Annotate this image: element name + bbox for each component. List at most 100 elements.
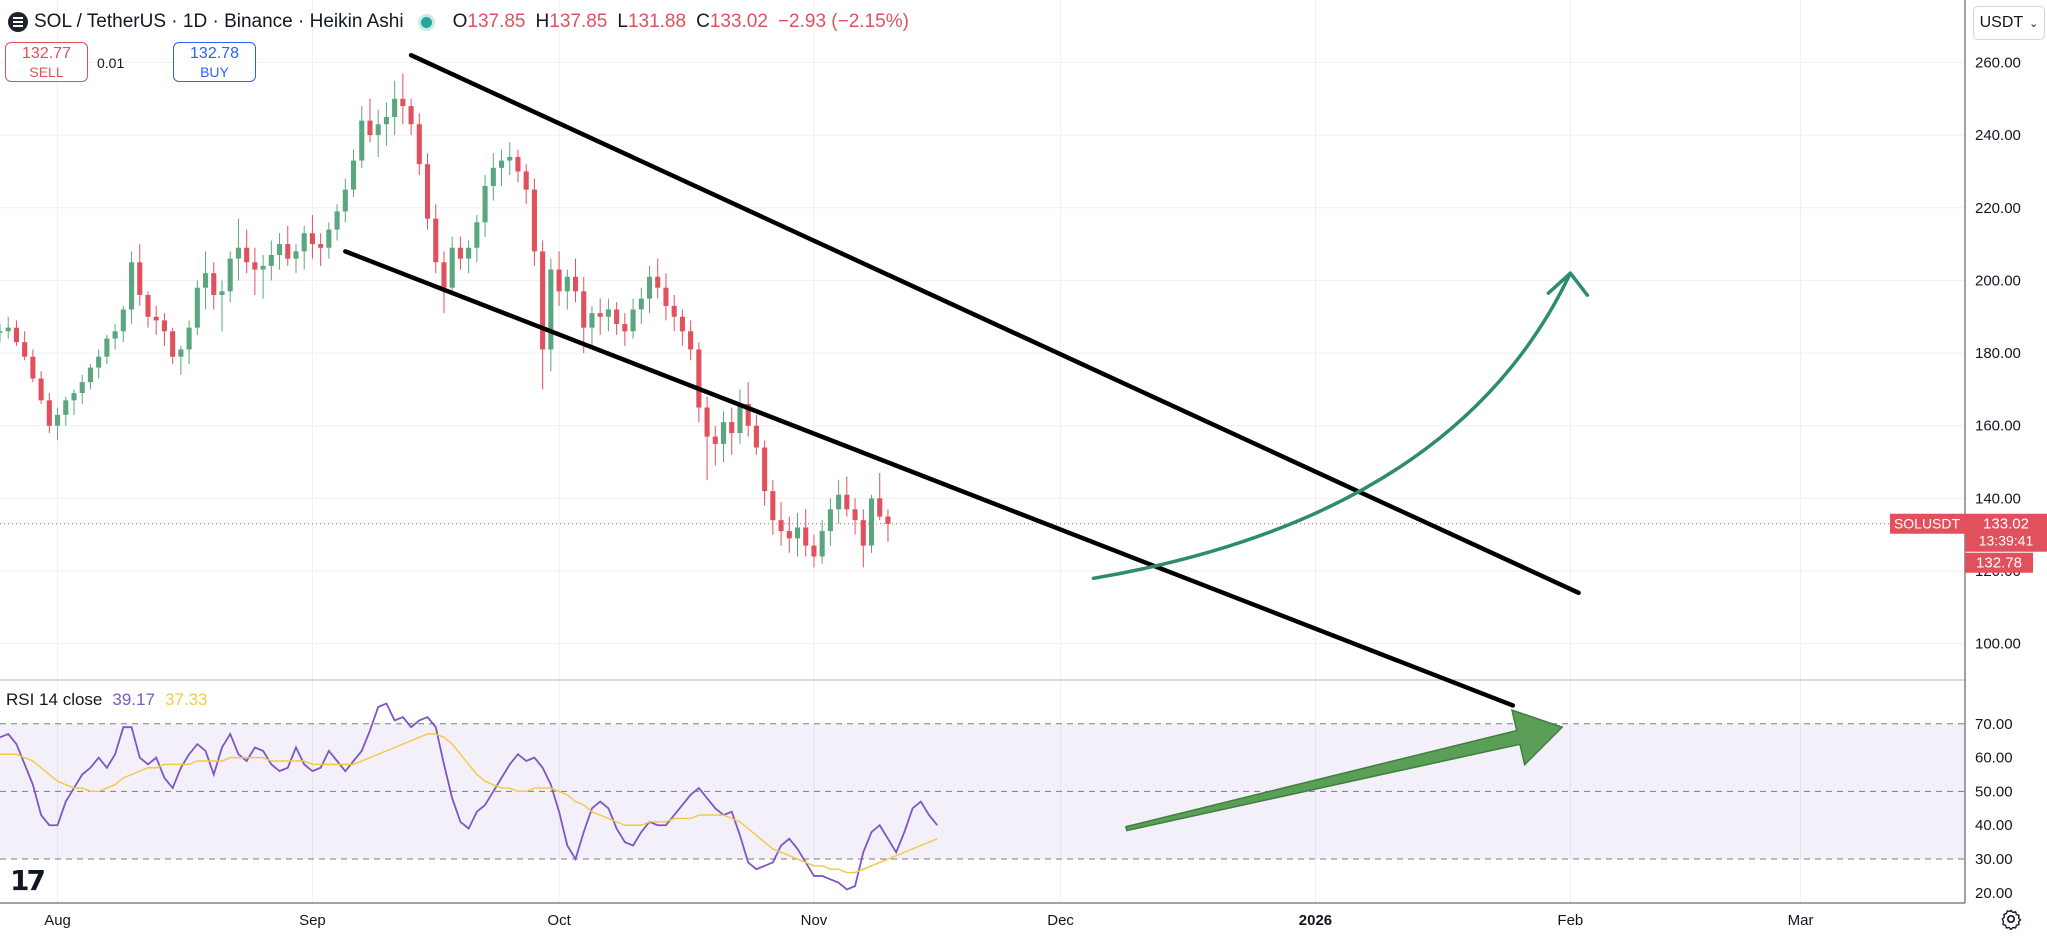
candle-body [227,258,233,292]
candle-body [556,269,562,292]
time-tick-label: Dec [1047,912,1074,929]
time-tick-label: Oct [547,912,571,929]
gear-icon[interactable] [2000,908,2022,930]
rsi-tick-label: 30.00 [1975,851,2013,868]
candle-body [38,378,44,401]
candle-body [153,316,159,321]
candle-body [244,247,250,263]
candle-body [531,189,537,252]
candle-body [523,171,529,190]
candle-body [128,262,135,310]
symbol-icon[interactable] [8,12,28,32]
candle-body [729,422,735,433]
candle-body [22,342,28,357]
candle-body [671,305,677,317]
candle-body [540,251,546,350]
sell-price: 132.77 [22,45,71,62]
symbol-title[interactable]: SOL / TetherUS · 1D · Binance · Heikin A… [34,11,404,32]
candle-body [548,269,554,350]
projection-arrow-head [1546,271,1590,297]
price-tick-label: 260.00 [1975,54,2021,71]
candle-body [71,393,77,401]
candle-body [318,244,324,248]
sell-button[interactable]: 132.77 SELL [5,42,88,82]
upper-trendline [408,52,1581,596]
candle-body [87,367,93,383]
rsi-label: RSI 14 close [6,690,103,709]
candle-body [202,273,209,288]
candle-body [507,156,513,161]
candle-body [194,287,200,328]
candle-body [293,251,299,259]
candle-body [786,531,792,539]
candle-body [400,98,406,107]
buy-button[interactable]: 132.78 BUY [173,42,256,82]
buy-price: 132.78 [190,45,239,62]
candle-body [778,520,784,532]
price-tick-label: 180.00 [1975,345,2021,362]
high-label: H [535,11,550,32]
price-tick-label: 160.00 [1975,418,2021,435]
candle-body [120,309,126,332]
ask-price-label: 132.78 [1976,555,2022,572]
candle-body [219,291,225,295]
candle-body [309,233,315,245]
candle-body [252,262,258,270]
rsi-line [0,702,938,891]
symbol-tag [1890,513,1965,534]
market-status-icon [417,13,435,31]
candle-body [515,156,521,172]
time-tick-label: Nov [801,912,828,929]
rsi-tick-label: 70.00 [1975,716,2013,733]
candle-body [762,447,768,492]
candle-body [79,382,85,394]
candle-body [737,403,743,433]
candle-body [860,520,866,546]
candle-body [605,309,611,317]
currency-label: USDT [1979,14,2024,31]
symbol-tag-label: SOLUSDT [1894,516,1961,532]
candle-body [433,218,439,263]
candle-body [844,494,850,510]
candle-body [268,255,274,266]
candle-body [868,498,875,546]
currency-selector[interactable]: USDT ⌄ [1973,6,2045,40]
rsi-value: 39.17 [112,690,155,709]
candle-body [441,262,447,288]
countdown-label: 13:39:41 [1979,533,2034,549]
change-value: −2.93 (−2.15%) [777,11,909,32]
candle-body [819,531,825,557]
candle-body [745,403,751,426]
tradingview-logo[interactable]: 17 [10,864,46,897]
candle-body [301,233,307,252]
candle-body [334,211,340,230]
candle-body [186,327,192,350]
candle-body [482,185,488,223]
candle-body [852,509,858,521]
candle-body [104,338,110,357]
candle-body [770,491,776,521]
price-tick-label: 100.00 [1975,636,2021,653]
candle-body [630,309,636,332]
spread-value: 0.01 [97,55,125,71]
candle-body [720,422,727,444]
candle-body [178,349,184,357]
rsi-tick-label: 60.00 [1975,750,2013,767]
candle-body [30,356,36,379]
candle-body [712,436,718,444]
lower-trendline [343,249,1516,708]
candle-body [55,414,61,426]
candle-body [811,545,817,557]
candle-body [589,313,595,328]
rsi-legend[interactable]: RSI 14 close 39.17 37.33 [6,690,207,710]
candle-body [112,331,118,339]
last-price-label: 133.02 [1983,516,2029,533]
candle-body [688,331,694,350]
buy-label: BUY [200,64,229,80]
candle-body [260,265,266,270]
price-tick-label: 220.00 [1975,200,2021,217]
candle-body [359,120,365,161]
candle-body [490,167,496,186]
low-label: L [617,11,628,32]
